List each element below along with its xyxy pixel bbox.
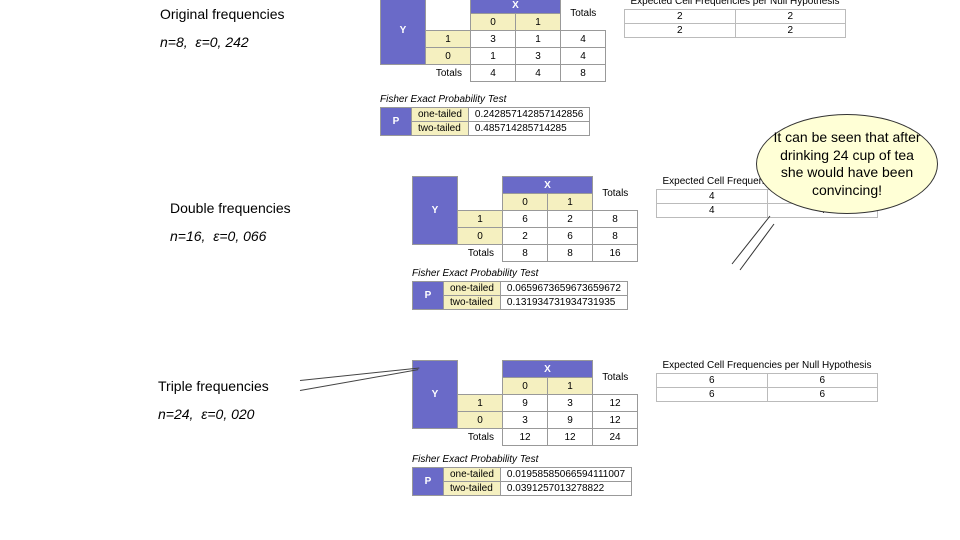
col-sub: 0 [471, 14, 516, 31]
x-header: X [503, 361, 593, 378]
x-header: X [503, 177, 593, 194]
col-total: 8 [548, 245, 593, 262]
col-total: 12 [503, 429, 548, 446]
callout-tail-icon [720, 210, 780, 280]
fisher-kind: two-tailed [444, 296, 501, 310]
fisher-value: 0.131934731934731935 [500, 296, 627, 310]
grand-total: 8 [561, 65, 606, 82]
row-sub: 1 [458, 211, 503, 228]
totals-label: Totals [381, 65, 471, 82]
p-label: P [413, 282, 444, 310]
grand-total: 24 [593, 429, 638, 446]
col-sub: 1 [548, 194, 593, 211]
exp-cell: 2 [625, 9, 736, 23]
totals-label: Totals [593, 361, 638, 395]
cell: 2 [548, 211, 593, 228]
col-sub: 0 [503, 378, 548, 395]
exp-cell: 6 [767, 387, 878, 401]
fisher-kind: two-tailed [444, 482, 501, 496]
cell: 3 [548, 395, 593, 412]
fisher-value: 0.01958585066594111007 [500, 468, 631, 482]
col-sub: 1 [516, 14, 561, 31]
row-sub: 1 [426, 31, 471, 48]
grand-total: 16 [593, 245, 638, 262]
row-sub: 0 [458, 412, 503, 429]
exp-cell: 2 [735, 9, 846, 23]
col-sub: 0 [503, 194, 548, 211]
exp-cell: 6 [767, 373, 878, 387]
original-params: n=8, ε=0, 242 [160, 34, 285, 50]
x-header: X [471, 0, 561, 14]
totals-label: Totals [561, 0, 606, 31]
fisher-kind: one-tailed [412, 108, 469, 122]
totals-label: Totals [413, 429, 503, 446]
y-header: Y [413, 177, 458, 245]
fisher-value: 0.0391257013278822 [500, 482, 631, 496]
cell: 9 [548, 412, 593, 429]
callout-bubble: It can be seen that after drinking 24 cu… [756, 114, 938, 214]
row-total: 8 [593, 228, 638, 245]
cell: 9 [503, 395, 548, 412]
original-crosstable: Y X Totals 01 1314 0134 Totals448 Expect… [380, 0, 846, 82]
cell: 1 [516, 31, 561, 48]
cell: 6 [503, 211, 548, 228]
col-total: 12 [548, 429, 593, 446]
fisher-value: 0.242857142857142856 [468, 108, 589, 122]
cell: 3 [471, 31, 516, 48]
exp-cell: 6 [657, 387, 768, 401]
expected-header: Expected Cell Frequencies per Null Hypot… [657, 360, 878, 373]
cell: 6 [548, 228, 593, 245]
exp-cell: 4 [657, 189, 768, 203]
y-header: Y [381, 0, 426, 65]
cell: 2 [503, 228, 548, 245]
exp-cell: 2 [735, 23, 846, 37]
fisher-value: 0.0659673659673659672 [500, 282, 627, 296]
original-title: Original frequencies [160, 6, 285, 22]
exp-cell: 6 [657, 373, 768, 387]
col-sub: 1 [548, 378, 593, 395]
cell: 3 [503, 412, 548, 429]
y-header: Y [413, 361, 458, 429]
row-total: 4 [561, 48, 606, 65]
original-fisher: Fisher Exact Probability Test Pone-taile… [380, 94, 590, 136]
row-total: 12 [593, 395, 638, 412]
fisher-kind: one-tailed [444, 282, 501, 296]
double-fisher: Fisher Exact Probability Test Pone-taile… [412, 268, 628, 310]
fisher-kind: one-tailed [444, 468, 501, 482]
row-sub: 1 [458, 395, 503, 412]
triple-title: Triple frequencies [158, 378, 269, 394]
double-params: n=16, ε=0, 066 [170, 228, 291, 244]
connector-line [300, 369, 418, 391]
triple-fisher: Fisher Exact Probability Test Pone-taile… [412, 454, 632, 496]
fisher-value: 0.485714285714285 [468, 122, 589, 136]
triple-crosstable: Y X Totals 01 19312 03912 Totals121224 E… [412, 360, 878, 446]
col-total: 4 [516, 65, 561, 82]
p-label: P [381, 108, 412, 136]
cell: 3 [516, 48, 561, 65]
expected-header: Expected Cell Frequencies per Null Hypot… [625, 0, 846, 9]
p-label: P [413, 468, 444, 496]
col-total: 4 [471, 65, 516, 82]
cell: 1 [471, 48, 516, 65]
fisher-kind: two-tailed [412, 122, 469, 136]
fisher-title: Fisher Exact Probability Test [412, 454, 632, 465]
exp-cell: 2 [625, 23, 736, 37]
callout-text: It can be seen that after drinking 24 cu… [773, 129, 920, 198]
totals-label: Totals [413, 245, 503, 262]
fisher-title: Fisher Exact Probability Test [412, 268, 628, 279]
row-sub: 0 [426, 48, 471, 65]
totals-label: Totals [593, 177, 638, 211]
fisher-title: Fisher Exact Probability Test [380, 94, 590, 105]
row-total: 12 [593, 412, 638, 429]
row-sub: 0 [458, 228, 503, 245]
row-total: 8 [593, 211, 638, 228]
triple-params: n=24, ε=0, 020 [158, 406, 269, 422]
col-total: 8 [503, 245, 548, 262]
double-title: Double frequencies [170, 200, 291, 216]
row-total: 4 [561, 31, 606, 48]
